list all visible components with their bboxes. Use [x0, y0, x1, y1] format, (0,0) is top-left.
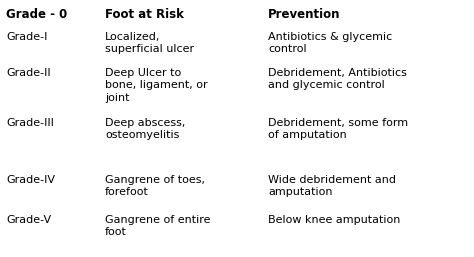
Text: Grade - 0: Grade - 0 — [6, 8, 67, 21]
Text: Debridement, Antibiotics
and glycemic control: Debridement, Antibiotics and glycemic co… — [268, 68, 407, 90]
Text: Grade-II: Grade-II — [6, 68, 51, 78]
Text: Grade-IV: Grade-IV — [6, 175, 55, 185]
Text: Localized,
superficial ulcer: Localized, superficial ulcer — [105, 32, 194, 54]
Text: Debridement, some form
of amputation: Debridement, some form of amputation — [268, 118, 408, 140]
Text: Grade-III: Grade-III — [6, 118, 54, 128]
Text: Gangrene of entire
foot: Gangrene of entire foot — [105, 215, 210, 237]
Text: Antibiotics & glycemic
control: Antibiotics & glycemic control — [268, 32, 392, 54]
Text: Foot at Risk: Foot at Risk — [105, 8, 184, 21]
Text: Prevention: Prevention — [268, 8, 340, 21]
Text: Gangrene of toes,
forefoot: Gangrene of toes, forefoot — [105, 175, 205, 197]
Text: Deep Ulcer to
bone, ligament, or
joint: Deep Ulcer to bone, ligament, or joint — [105, 68, 208, 103]
Text: Deep abscess,
osteomyelitis: Deep abscess, osteomyelitis — [105, 118, 185, 140]
Text: Below knee amputation: Below knee amputation — [268, 215, 401, 225]
Text: Wide debridement and
amputation: Wide debridement and amputation — [268, 175, 396, 197]
Text: Grade-V: Grade-V — [6, 215, 51, 225]
Text: Grade-I: Grade-I — [6, 32, 47, 42]
